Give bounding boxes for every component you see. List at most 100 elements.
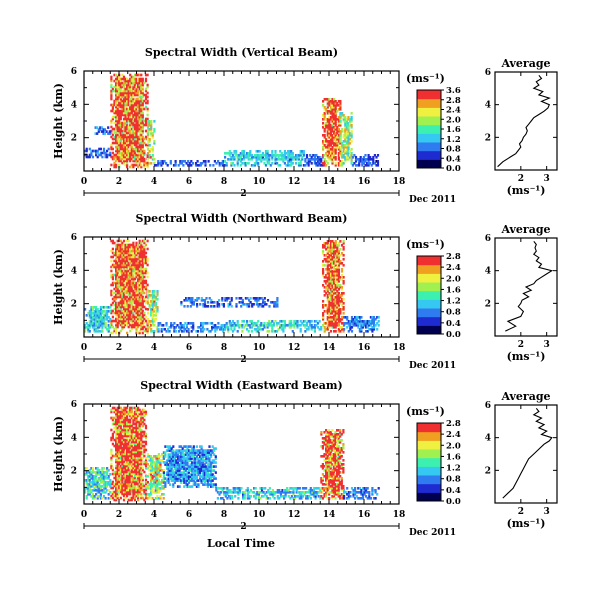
heatmap-cell bbox=[372, 316, 376, 319]
heatmap-cell bbox=[282, 156, 285, 159]
heatmap-cell bbox=[316, 164, 320, 167]
heatmap-cell bbox=[140, 253, 143, 257]
heatmap-cell bbox=[339, 260, 342, 263]
heatmap-cell bbox=[320, 326, 323, 329]
heatmap-cell bbox=[250, 324, 253, 327]
heatmap-cell bbox=[148, 140, 151, 143]
heatmap-cell bbox=[179, 322, 182, 325]
heatmap-cell bbox=[135, 121, 138, 125]
heatmap-cell bbox=[329, 106, 333, 109]
heatmap-cell bbox=[339, 162, 342, 165]
heatmap-cell bbox=[141, 259, 144, 263]
heatmap-cell bbox=[359, 160, 362, 163]
heatmap-cell bbox=[132, 83, 135, 87]
heatmap-cell bbox=[364, 160, 367, 163]
heatmap-cell bbox=[141, 273, 144, 277]
heatmap-cell bbox=[148, 162, 151, 165]
heatmap-cell bbox=[153, 294, 156, 297]
heatmap-cell bbox=[121, 285, 124, 289]
heatmap-cell bbox=[141, 285, 144, 289]
heatmap-cell bbox=[326, 274, 329, 277]
heatmap-cell bbox=[141, 253, 144, 257]
heatmap-cell bbox=[274, 330, 277, 333]
heatmap-cell bbox=[151, 316, 154, 319]
heatmap-cell bbox=[130, 253, 133, 257]
heatmap-cell bbox=[344, 140, 347, 143]
heatmap-cell bbox=[124, 105, 127, 109]
heatmap-cell bbox=[129, 111, 132, 115]
heatmap-cell bbox=[126, 448, 129, 452]
heatmap-cell bbox=[345, 126, 348, 129]
heatmap-cell bbox=[99, 151, 102, 155]
heatmap-cell bbox=[135, 420, 138, 424]
heatmap-cell bbox=[344, 128, 347, 131]
heatmap-cell bbox=[135, 478, 138, 482]
heatmap-cell bbox=[129, 257, 132, 261]
heatmap-cell bbox=[140, 317, 143, 321]
heatmap-cell bbox=[122, 99, 126, 103]
heatmap-cell bbox=[231, 156, 235, 159]
heatmap-cell bbox=[118, 121, 121, 125]
heatmap-cell bbox=[98, 330, 101, 333]
heatmap-cell bbox=[339, 142, 342, 145]
heatmap-cell bbox=[331, 106, 334, 109]
heatmap-cell bbox=[119, 287, 122, 291]
heatmap-cell bbox=[129, 454, 132, 458]
heatmap-cell bbox=[244, 324, 247, 327]
heatmap-cell bbox=[372, 320, 376, 323]
heatmap-cell bbox=[116, 317, 119, 321]
heatmap-cell bbox=[228, 150, 231, 153]
heatmap-cell bbox=[130, 291, 133, 295]
heatmap-cell bbox=[118, 259, 121, 263]
heatmap-cell bbox=[154, 487, 157, 490]
heatmap-cell bbox=[135, 440, 138, 444]
heatmap-cell bbox=[251, 303, 254, 306]
heatmap-cell bbox=[111, 480, 114, 484]
heatmap-cell bbox=[157, 330, 160, 333]
heatmap-cell bbox=[350, 162, 353, 165]
heatmap-cell bbox=[220, 162, 223, 165]
heatmap-cell bbox=[252, 297, 255, 300]
heatmap-cell bbox=[150, 469, 153, 472]
heatmap-cell bbox=[121, 151, 124, 155]
heatmap-cell bbox=[130, 287, 133, 291]
heatmap-cell bbox=[135, 87, 138, 91]
heatmap-cell bbox=[272, 322, 275, 325]
heatmap-cell bbox=[121, 161, 124, 165]
heatmap-cell bbox=[137, 149, 140, 153]
heatmap-cell bbox=[109, 318, 112, 321]
heatmap-cell bbox=[126, 301, 129, 305]
heatmap-cell bbox=[132, 456, 135, 460]
heatmap-cell bbox=[337, 162, 340, 165]
heatmap-cell bbox=[124, 87, 127, 91]
heatmap-cell bbox=[119, 428, 122, 432]
heatmap-cell bbox=[138, 139, 141, 143]
colorbar-band bbox=[417, 107, 441, 117]
heatmap-cell bbox=[135, 265, 138, 269]
heatmap-cell bbox=[129, 85, 132, 89]
heatmap-cell bbox=[375, 156, 378, 159]
heatmap-cell bbox=[138, 149, 141, 153]
heatmap-cell bbox=[116, 468, 119, 472]
heatmap-cell bbox=[326, 134, 329, 137]
heatmap-cell bbox=[126, 155, 129, 159]
heatmap-cell bbox=[144, 79, 148, 83]
panel-2: Spectral Width (Eastward Beam)0 2 4 6 8 10 12 1… bbox=[52, 379, 558, 538]
heatmap-cell bbox=[126, 81, 129, 85]
heatmap-cell bbox=[135, 299, 138, 303]
heatmap-cell bbox=[116, 277, 119, 281]
heatmap-cell bbox=[124, 149, 127, 153]
heatmap-cell bbox=[242, 320, 246, 323]
heatmap-cell bbox=[110, 147, 113, 151]
heatmap-cell bbox=[96, 324, 99, 327]
heatmap-cell bbox=[126, 426, 129, 430]
heatmap-cell bbox=[130, 95, 133, 99]
heatmap-cell bbox=[135, 273, 138, 277]
heatmap-cell bbox=[135, 418, 138, 422]
heatmap-cell bbox=[144, 492, 148, 496]
heatmap-cell bbox=[140, 281, 143, 285]
heatmap-cell bbox=[135, 287, 138, 291]
heatmap-cell bbox=[334, 246, 337, 249]
heatmap-cell bbox=[115, 91, 118, 95]
heatmap-cell bbox=[171, 324, 174, 327]
